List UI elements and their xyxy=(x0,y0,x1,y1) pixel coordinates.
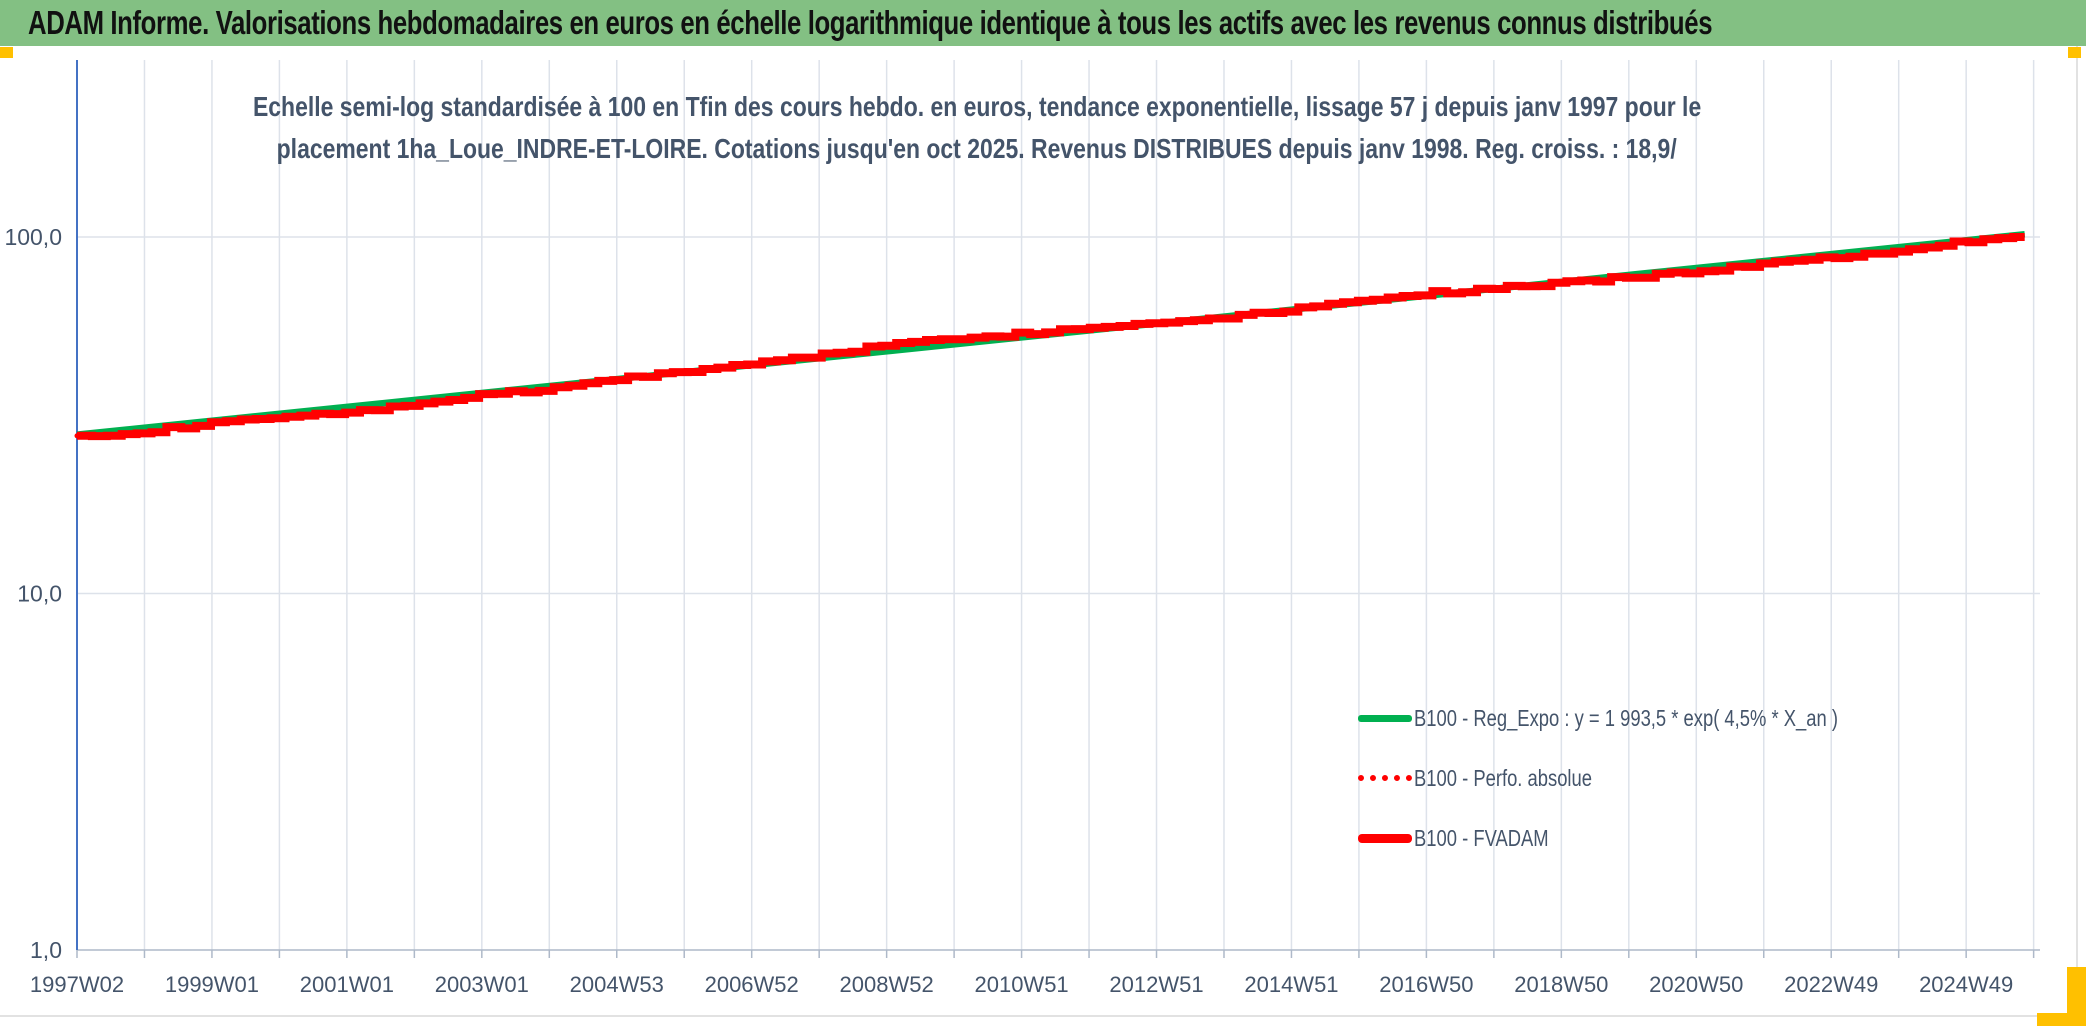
y-axis-label[interactable]: 100,0 xyxy=(4,224,62,250)
legend-label: B100 - Perfo. absolue xyxy=(1414,764,1592,791)
x-axis-label[interactable]: 2001W01 xyxy=(300,972,394,997)
x-axis-label[interactable]: 1999W01 xyxy=(165,972,259,997)
legend-swatch-red-dotted-line xyxy=(1358,775,1412,781)
x-axis-label[interactable]: 2016W50 xyxy=(1379,972,1473,997)
x-axis-label[interactable]: 2014W51 xyxy=(1244,972,1338,997)
y-axis-label[interactable]: 10,0 xyxy=(17,581,62,607)
series-line-fvadam[interactable] xyxy=(77,233,2025,441)
x-axis-label[interactable]: 2022W49 xyxy=(1784,972,1878,997)
x-axis-label[interactable]: 2012W51 xyxy=(1109,972,1203,997)
selection-handle-top-right xyxy=(2068,47,2081,58)
page-title: ADAM Informe. Valorisations hebdomadaire… xyxy=(28,4,1713,41)
legend-swatch-red-line xyxy=(1358,833,1412,843)
x-axis-label[interactable]: 1997W02 xyxy=(30,972,124,997)
legend-swatch-green-line xyxy=(1358,714,1412,722)
legend-item-fvadam[interactable]: B100 - FVADAM xyxy=(1358,816,1944,860)
y-axis-label[interactable]: 1,0 xyxy=(30,937,62,963)
legend-item-reg-expo[interactable]: B100 - Reg_Expo : y = 1 993,5 * exp( 4,5… xyxy=(1358,696,1944,740)
x-axis-label[interactable]: 2010W51 xyxy=(974,972,1068,997)
worksheet-title-bar[interactable]: ADAM Informe. Valorisations hebdomadaire… xyxy=(0,0,2086,46)
x-axis-label[interactable]: 2004W53 xyxy=(570,972,664,997)
chart-legend: B100 - Reg_Expo : y = 1 993,5 * exp( 4,5… xyxy=(1358,696,1944,860)
x-axis-label[interactable]: 2006W52 xyxy=(705,972,799,997)
legend-item-perfo-absolue[interactable]: B100 - Perfo. absolue xyxy=(1358,756,1944,800)
x-axis-label[interactable]: 2003W01 xyxy=(435,972,529,997)
legend-label: B100 - Reg_Expo : y = 1 993,5 * exp( 4,5… xyxy=(1414,704,1838,731)
x-axis-label[interactable]: 2008W52 xyxy=(840,972,934,997)
x-axis-label[interactable]: 2020W50 xyxy=(1649,972,1743,997)
x-axis-label[interactable]: 2024W49 xyxy=(1919,972,2013,997)
x-axis-label[interactable]: 2018W50 xyxy=(1514,972,1608,997)
legend-label: B100 - FVADAM xyxy=(1414,824,1549,851)
selection-handle-top-left xyxy=(0,47,13,58)
resize-handle-bottom-right[interactable] xyxy=(2037,967,2086,1026)
